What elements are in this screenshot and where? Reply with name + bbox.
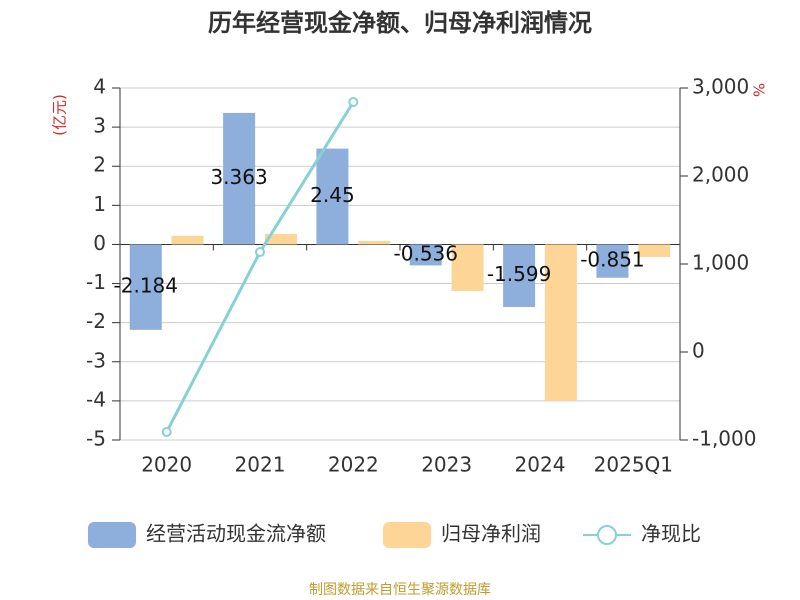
bar [544, 244, 577, 401]
line-point [255, 247, 265, 258]
y2-tick-label: 0 [692, 339, 705, 363]
legend-label: 归母净利润 [441, 522, 541, 546]
bar [596, 244, 629, 278]
y-tick-label: 1 [93, 192, 106, 216]
line-point [348, 96, 359, 107]
x-tick-label: 2023 [421, 453, 472, 477]
source-note: 制图数据来自恒生聚源数据库 [309, 582, 491, 598]
data-label: 3.363 [210, 165, 267, 189]
bar [171, 235, 204, 245]
bar [358, 240, 391, 245]
data-label: -0.536 [394, 241, 458, 265]
data-label: -2.184 [114, 274, 178, 298]
chart-title: 历年经营现金净额、归母净利润情况 [208, 9, 592, 37]
line-point [161, 426, 172, 437]
y2-tick-label: 2,000 [692, 163, 749, 187]
legend-label: 净现比 [641, 522, 701, 546]
bar [451, 244, 484, 291]
bar [264, 233, 297, 245]
legend-label: 经营活动现金流净额 [146, 522, 326, 546]
legend-swatch [88, 522, 136, 548]
y-tick-label: -1 [86, 270, 106, 294]
y2-tick-label: 3,000 [692, 75, 749, 99]
legend-marker [597, 525, 617, 545]
y2-tick-label: -1,000 [692, 427, 756, 451]
bar [129, 244, 162, 330]
data-label: -0.851 [580, 248, 644, 272]
y-tick-label: 3 [93, 114, 106, 138]
y-tick-label: 0 [93, 231, 106, 255]
y-tick-label: 4 [93, 75, 106, 99]
data-label: -1.599 [487, 262, 551, 286]
y-tick-label: -2 [86, 309, 106, 333]
y-tick-label: -5 [86, 427, 106, 451]
y-tick-label: 2 [93, 153, 106, 177]
x-tick-label: 2021 [235, 453, 286, 477]
x-tick-label: 2024 [515, 453, 566, 477]
bar [223, 112, 256, 245]
y-axis-label: (亿元) [51, 94, 69, 136]
x-tick-label: 2025Q1 [594, 453, 673, 477]
x-tick-label: 2022 [328, 453, 379, 477]
bar [638, 244, 671, 257]
data-label: 2.45 [310, 183, 355, 207]
legend-swatch [383, 522, 431, 548]
y-tick-label: -4 [86, 387, 106, 411]
bar [409, 244, 442, 266]
y2-axis-label: % [750, 83, 768, 97]
bar [316, 148, 349, 245]
bar [503, 244, 536, 307]
x-tick-label: 2020 [141, 453, 192, 477]
y2-tick-label: 1,000 [692, 251, 749, 275]
y-tick-label: -3 [86, 348, 106, 372]
